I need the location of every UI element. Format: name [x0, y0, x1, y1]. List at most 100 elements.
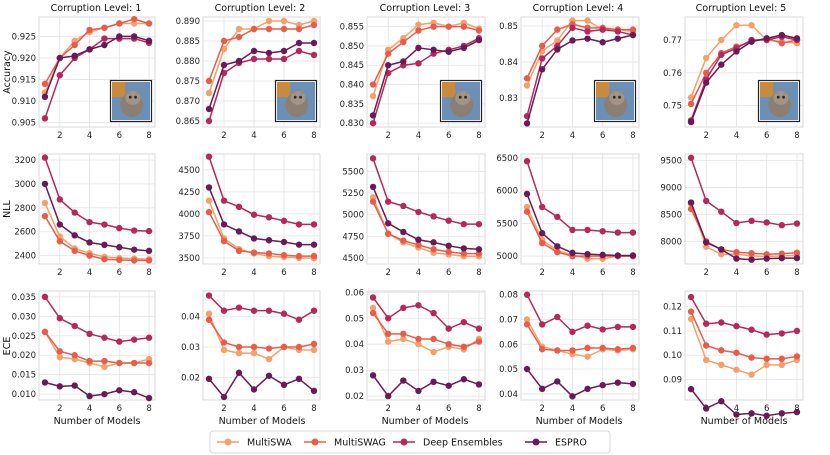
data-point-deep-ensembles [220, 197, 228, 204]
data-point-multiswa [415, 21, 422, 28]
y-tick-label: 0.12 [663, 303, 682, 313]
cat-ear-right [299, 89, 305, 95]
cat-head [609, 91, 625, 105]
data-point-deep-ensembles [629, 323, 637, 331]
data-point-multiswa [733, 22, 740, 29]
data-point-espro [793, 35, 801, 42]
data-point-espro [280, 381, 288, 389]
data-point-espro [554, 243, 561, 250]
data-point-multiswag [369, 198, 377, 205]
data-point-multiswag [235, 33, 243, 41]
data-point-deep-ensembles [554, 313, 561, 321]
plot-area [684, 153, 804, 265]
data-point-espro [86, 46, 93, 53]
cat-head [125, 91, 141, 105]
data-point-espro [220, 61, 228, 69]
data-point-espro [599, 251, 606, 259]
cat-ear-left [774, 89, 779, 95]
series-espro [205, 184, 318, 248]
data-point-deep-ensembles [460, 318, 468, 326]
data-point-espro [145, 247, 153, 255]
data-point-deep-ensembles [235, 304, 243, 311]
data-point-espro [101, 41, 108, 49]
data-point-deep-ensembles [56, 72, 64, 79]
data-point-deep-ensembles [538, 321, 546, 328]
data-point-espro [145, 394, 153, 402]
data-point-espro [523, 120, 531, 127]
data-point-espro [778, 410, 786, 417]
y-tick-label: 0.11 [663, 327, 682, 337]
cat-head [455, 91, 471, 105]
y-tick-label: 0.020 [12, 351, 36, 361]
data-point-multiswag [310, 21, 318, 29]
data-point-multiswa [56, 353, 64, 361]
y-tick-label: 0.10 [663, 351, 682, 361]
data-point-deep-ensembles [538, 203, 546, 211]
data-point-espro [445, 48, 452, 55]
data-point-multiswag [310, 252, 318, 260]
x-tick-label: 6 [600, 131, 605, 141]
x-tick-label: 2 [539, 268, 544, 278]
data-point-multiswa [101, 363, 108, 371]
x-tick-label: 2 [539, 131, 544, 141]
data-point-espro [116, 387, 123, 394]
data-point-multiswag [295, 343, 303, 351]
data-point-deep-ensembles [250, 307, 258, 314]
data-point-deep-ensembles [369, 155, 377, 162]
data-point-multiswag [250, 249, 258, 256]
series-deep-ensembles [41, 154, 153, 235]
thumbnail-patch [596, 82, 610, 98]
data-point-multiswag [280, 25, 288, 33]
data-point-multiswag [538, 346, 546, 353]
data-point-multiswag [430, 335, 437, 343]
column-title-1: Corruption Level: 1 [51, 3, 142, 14]
data-point-espro [400, 228, 407, 236]
data-point-multiswag [369, 81, 377, 88]
x-axis-label-2: Number of Models [219, 416, 306, 427]
data-point-deep-ensembles [280, 55, 288, 63]
column-title-2: Corruption Level: 2 [215, 3, 306, 14]
series-espro [369, 372, 483, 400]
data-point-deep-ensembles [430, 309, 437, 317]
data-point-espro [538, 230, 546, 237]
data-point-multiswag [145, 359, 153, 367]
data-point-multiswag [687, 308, 695, 315]
x-tick-label: 4 [251, 404, 256, 414]
data-point-deep-ensembles [599, 26, 606, 33]
y-tick-label: 4250 [178, 188, 200, 198]
legend-marker-espro [532, 438, 540, 446]
data-point-espro [280, 47, 288, 55]
data-point-multiswa [41, 199, 49, 207]
data-point-espro [220, 221, 228, 228]
data-point-multiswag [71, 352, 78, 359]
x-tick-label: 2 [221, 268, 226, 278]
data-point-espro [384, 392, 392, 400]
legend-item-espro: ESPRO [525, 438, 587, 449]
panel-r1c5: 0.75 0.76 0.77 2 4 6 8 [663, 16, 804, 141]
data-point-deep-ensembles [400, 304, 407, 312]
data-point-multiswag [569, 347, 576, 354]
data-point-espro [718, 61, 725, 68]
series-deep-ensembles [205, 153, 318, 228]
data-point-deep-ensembles [778, 330, 786, 337]
data-point-multiswag [445, 248, 452, 256]
data-point-deep-ensembles [614, 229, 622, 236]
plot-area [38, 290, 156, 401]
cat-eye-right [299, 95, 302, 99]
y-tick-label: 5500 [342, 167, 364, 177]
data-point-espro [280, 238, 288, 246]
data-point-deep-ensembles [763, 331, 770, 338]
data-point-multiswag [460, 343, 468, 350]
legend-label-multiswa: MultiSWA [247, 438, 292, 449]
y-tick-label: 3500 [178, 254, 200, 264]
y-tick-label: 0.035 [12, 293, 36, 303]
data-point-espro [445, 382, 452, 389]
data-point-multiswa [748, 371, 755, 378]
data-point-deep-ensembles [569, 24, 576, 32]
data-point-espro [614, 379, 622, 386]
data-point-espro [369, 112, 377, 119]
x-tick-label: 4 [734, 131, 739, 141]
cat-eye-left [128, 95, 132, 99]
data-point-deep-ensembles [41, 293, 49, 301]
data-point-espro [116, 33, 123, 40]
